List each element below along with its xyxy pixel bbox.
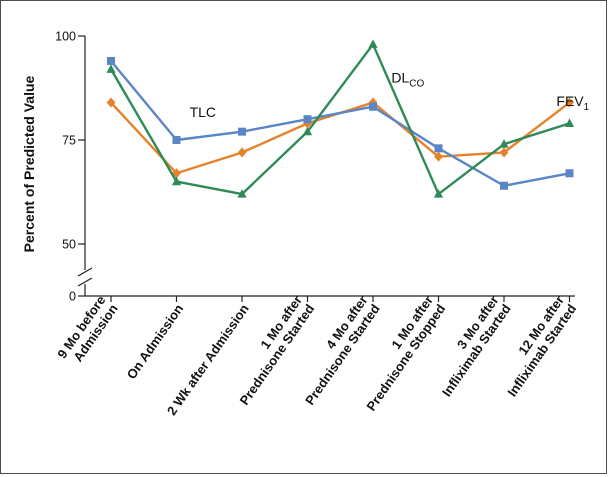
y-tick-label: 0 bbox=[69, 290, 76, 304]
axes: 100 75 50 0 bbox=[55, 30, 575, 304]
data-point-triangle bbox=[433, 189, 444, 198]
data-point-square bbox=[172, 136, 181, 144]
data-point-diamond bbox=[499, 147, 509, 158]
data-point-square bbox=[107, 56, 115, 65]
data-point-square bbox=[303, 115, 312, 124]
data-point-diamond bbox=[106, 97, 116, 108]
data-point-triangle bbox=[302, 126, 313, 136]
data-point-diamond bbox=[303, 118, 312, 129]
data-point-square bbox=[565, 169, 574, 178]
data-point-square bbox=[434, 144, 443, 153]
series-tlc bbox=[107, 56, 574, 190]
series-label-dlco: DLCO bbox=[391, 70, 424, 90]
series-dlco bbox=[106, 39, 575, 198]
data-point-diamond bbox=[368, 97, 378, 108]
series-label-fev1: FEV1 bbox=[556, 93, 589, 113]
y-axis-title: Percent of Predicted Value bbox=[21, 75, 37, 252]
data-point-triangle bbox=[368, 39, 378, 48]
data-point-triangle bbox=[499, 139, 509, 148]
data-point-diamond bbox=[434, 151, 443, 162]
data-point-diamond bbox=[237, 147, 247, 158]
data-point-triangle bbox=[171, 176, 182, 186]
data-point-diamond bbox=[565, 97, 574, 108]
y-tick-label: 50 bbox=[62, 238, 76, 252]
y-tick-label: 75 bbox=[62, 134, 76, 148]
series-line bbox=[110, 60, 570, 187]
axis-break-mark bbox=[77, 277, 93, 287]
data-point-square bbox=[238, 127, 246, 136]
axis-break-mark bbox=[77, 267, 93, 277]
y-tick-label: 100 bbox=[55, 30, 76, 44]
data-point-square bbox=[500, 181, 508, 190]
data-point-triangle bbox=[237, 189, 247, 198]
data-point-triangle bbox=[106, 64, 116, 73]
series-layer: TLC DLCO FEV1 bbox=[106, 39, 590, 198]
data-point-triangle bbox=[564, 118, 575, 127]
series-label-tlc: TLC bbox=[190, 104, 216, 120]
data-point-square bbox=[369, 102, 377, 111]
series-line bbox=[109, 43, 570, 196]
